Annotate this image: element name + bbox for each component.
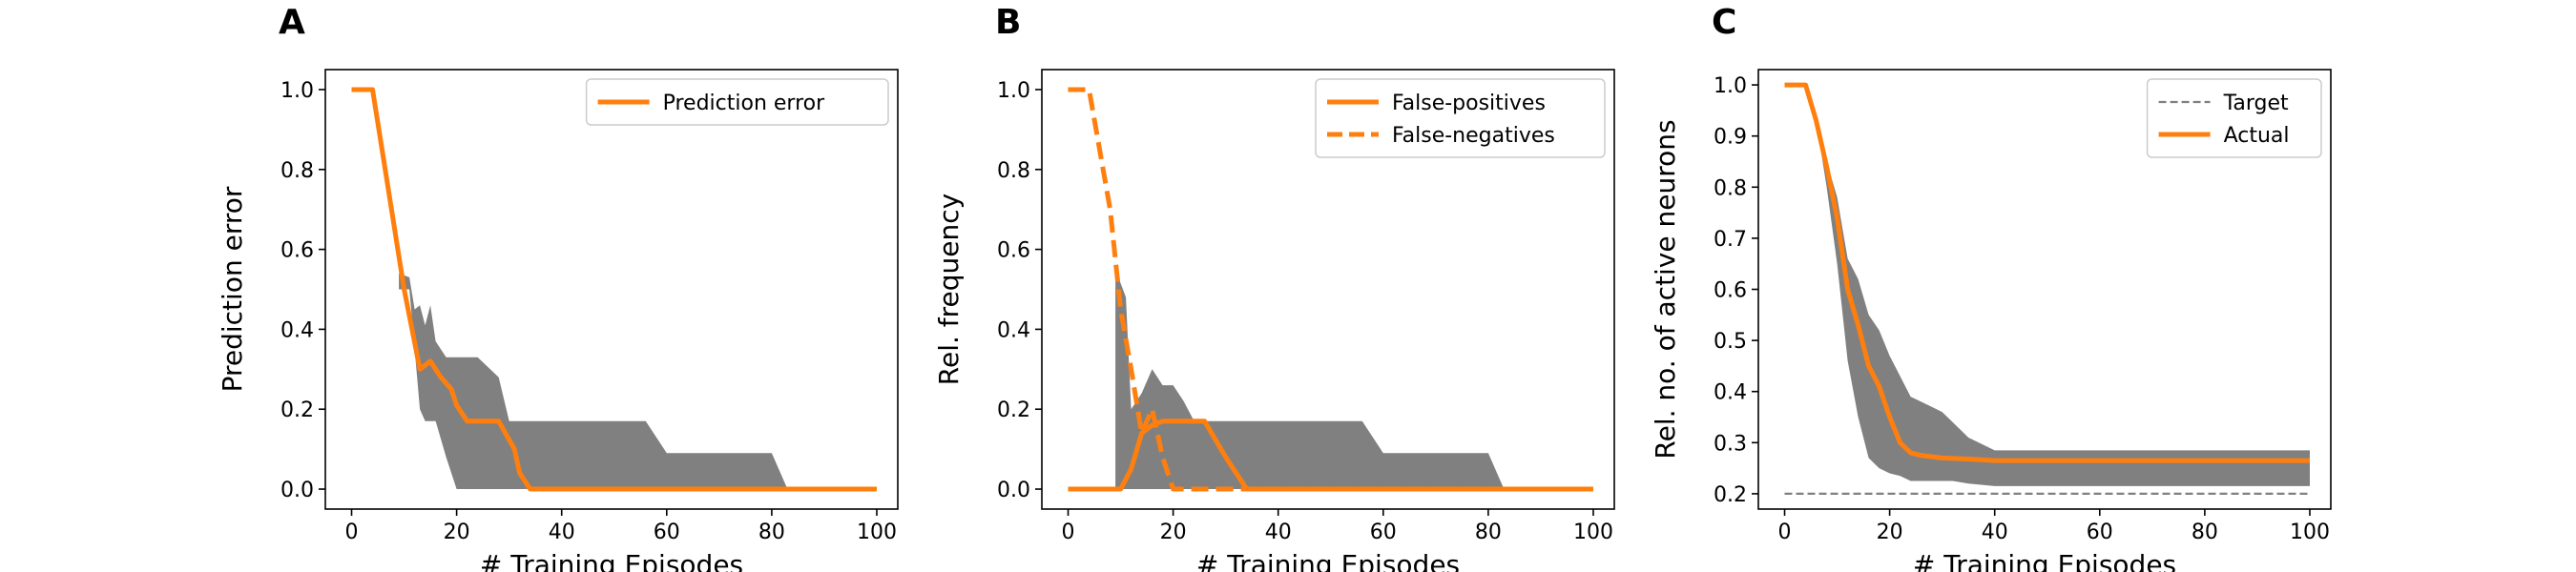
x-tick-label: 80 (2192, 521, 2218, 544)
y-tick-label: 0.6 (1714, 279, 1747, 303)
legend-box (585, 78, 889, 126)
y-tick-label: 1.0 (1714, 74, 1747, 98)
x-axis-label: # Training Episodes (480, 549, 743, 572)
axes-frame (324, 69, 899, 510)
y-tick-label: 1.0 (997, 79, 1030, 103)
x-tick-label: 0 (345, 521, 359, 544)
series-line (1068, 87, 1593, 492)
x-tick-label: 0 (1778, 521, 1792, 544)
x-tick-label: 40 (1265, 521, 1292, 544)
x-axis-label: # Training Episodes (1913, 549, 2176, 572)
x-tick-label: 100 (1573, 521, 1613, 544)
y-tick-label: 0.9 (1714, 126, 1747, 150)
y-tick-label: 0.4 (997, 318, 1030, 342)
legend-label: False-positives (1392, 92, 1546, 115)
y-tick-label: 0.4 (1714, 381, 1747, 405)
x-tick-label: 100 (2290, 521, 2330, 544)
y-tick-label: 0.2 (1714, 483, 1747, 507)
panel-letter: C (1712, 3, 1736, 42)
x-tick-label: 80 (1475, 521, 1502, 544)
y-axis-label: Rel. no. of active neurons (1650, 119, 1681, 459)
panel-b: B 0 20 40 60 80 100 0.0 0.2 0.4 0.6 0.8 1.0 # Traini… (933, 3, 1615, 572)
x-tick-label: 40 (1982, 521, 2008, 544)
y-tick-label: 0.8 (280, 159, 314, 183)
x-tick-label: 60 (654, 521, 680, 544)
series-line (1784, 82, 2310, 463)
legend-label: Target (2223, 92, 2289, 115)
x-tick-label: 0 (1062, 521, 1075, 544)
x-tick-label: 60 (1370, 521, 1397, 544)
x-tick-label: 20 (1160, 521, 1187, 544)
axes-frame (1041, 69, 1615, 510)
legend-label: Prediction error (663, 92, 825, 115)
legend-box (1315, 78, 1606, 158)
legend-label: False-negatives (1392, 124, 1555, 148)
variability-band (1816, 120, 2310, 486)
y-tick-label: 0.6 (280, 239, 314, 263)
x-tick-label: 60 (2087, 521, 2113, 544)
y-tick-label: 0.3 (1714, 432, 1747, 456)
y-tick-label: 0.0 (280, 479, 314, 502)
y-tick-label: 0.8 (997, 159, 1030, 183)
y-tick-label: 0.2 (997, 398, 1030, 422)
x-tick-label: 20 (1877, 521, 1903, 544)
y-tick-label: 0.8 (1714, 176, 1747, 200)
variability-band (1115, 269, 1593, 489)
variability-band (399, 273, 877, 489)
x-tick-label: 40 (549, 521, 575, 544)
y-tick-label: 1.0 (280, 79, 314, 103)
panel-c: C 0 20 40 60 80 100 0.2 0.3 0.4 0.5 0.6 0.7 0.8 0.9 1.… (1650, 3, 2332, 572)
x-tick-label: 100 (857, 521, 897, 544)
legend-box (2146, 78, 2322, 158)
legend-label: Actual (2224, 124, 2290, 148)
panel-letter: B (995, 3, 1021, 42)
x-tick-label: 80 (758, 521, 785, 544)
y-tick-label: 0.4 (280, 318, 314, 342)
panel-letter: A (279, 3, 305, 42)
y-tick-label: 0.0 (997, 479, 1030, 502)
y-axis-label: Rel. frequency (933, 194, 965, 385)
y-tick-label: 0.6 (997, 239, 1030, 263)
x-axis-label: # Training Episodes (1196, 549, 1460, 572)
y-axis-label: Prediction error (217, 186, 248, 392)
y-tick-label: 0.5 (1714, 330, 1747, 354)
y-tick-label: 0.7 (1714, 228, 1747, 252)
y-tick-label: 0.2 (280, 398, 314, 422)
panel-a: A 0 20 40 60 80 100 0.0 0.2 0.4 0.6 0.8 1.0 # Traini… (217, 3, 899, 572)
x-tick-label: 20 (444, 521, 470, 544)
series-line (351, 87, 877, 492)
